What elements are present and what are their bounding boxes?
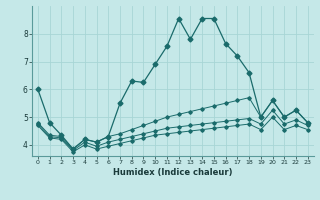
X-axis label: Humidex (Indice chaleur): Humidex (Indice chaleur) <box>113 168 233 177</box>
